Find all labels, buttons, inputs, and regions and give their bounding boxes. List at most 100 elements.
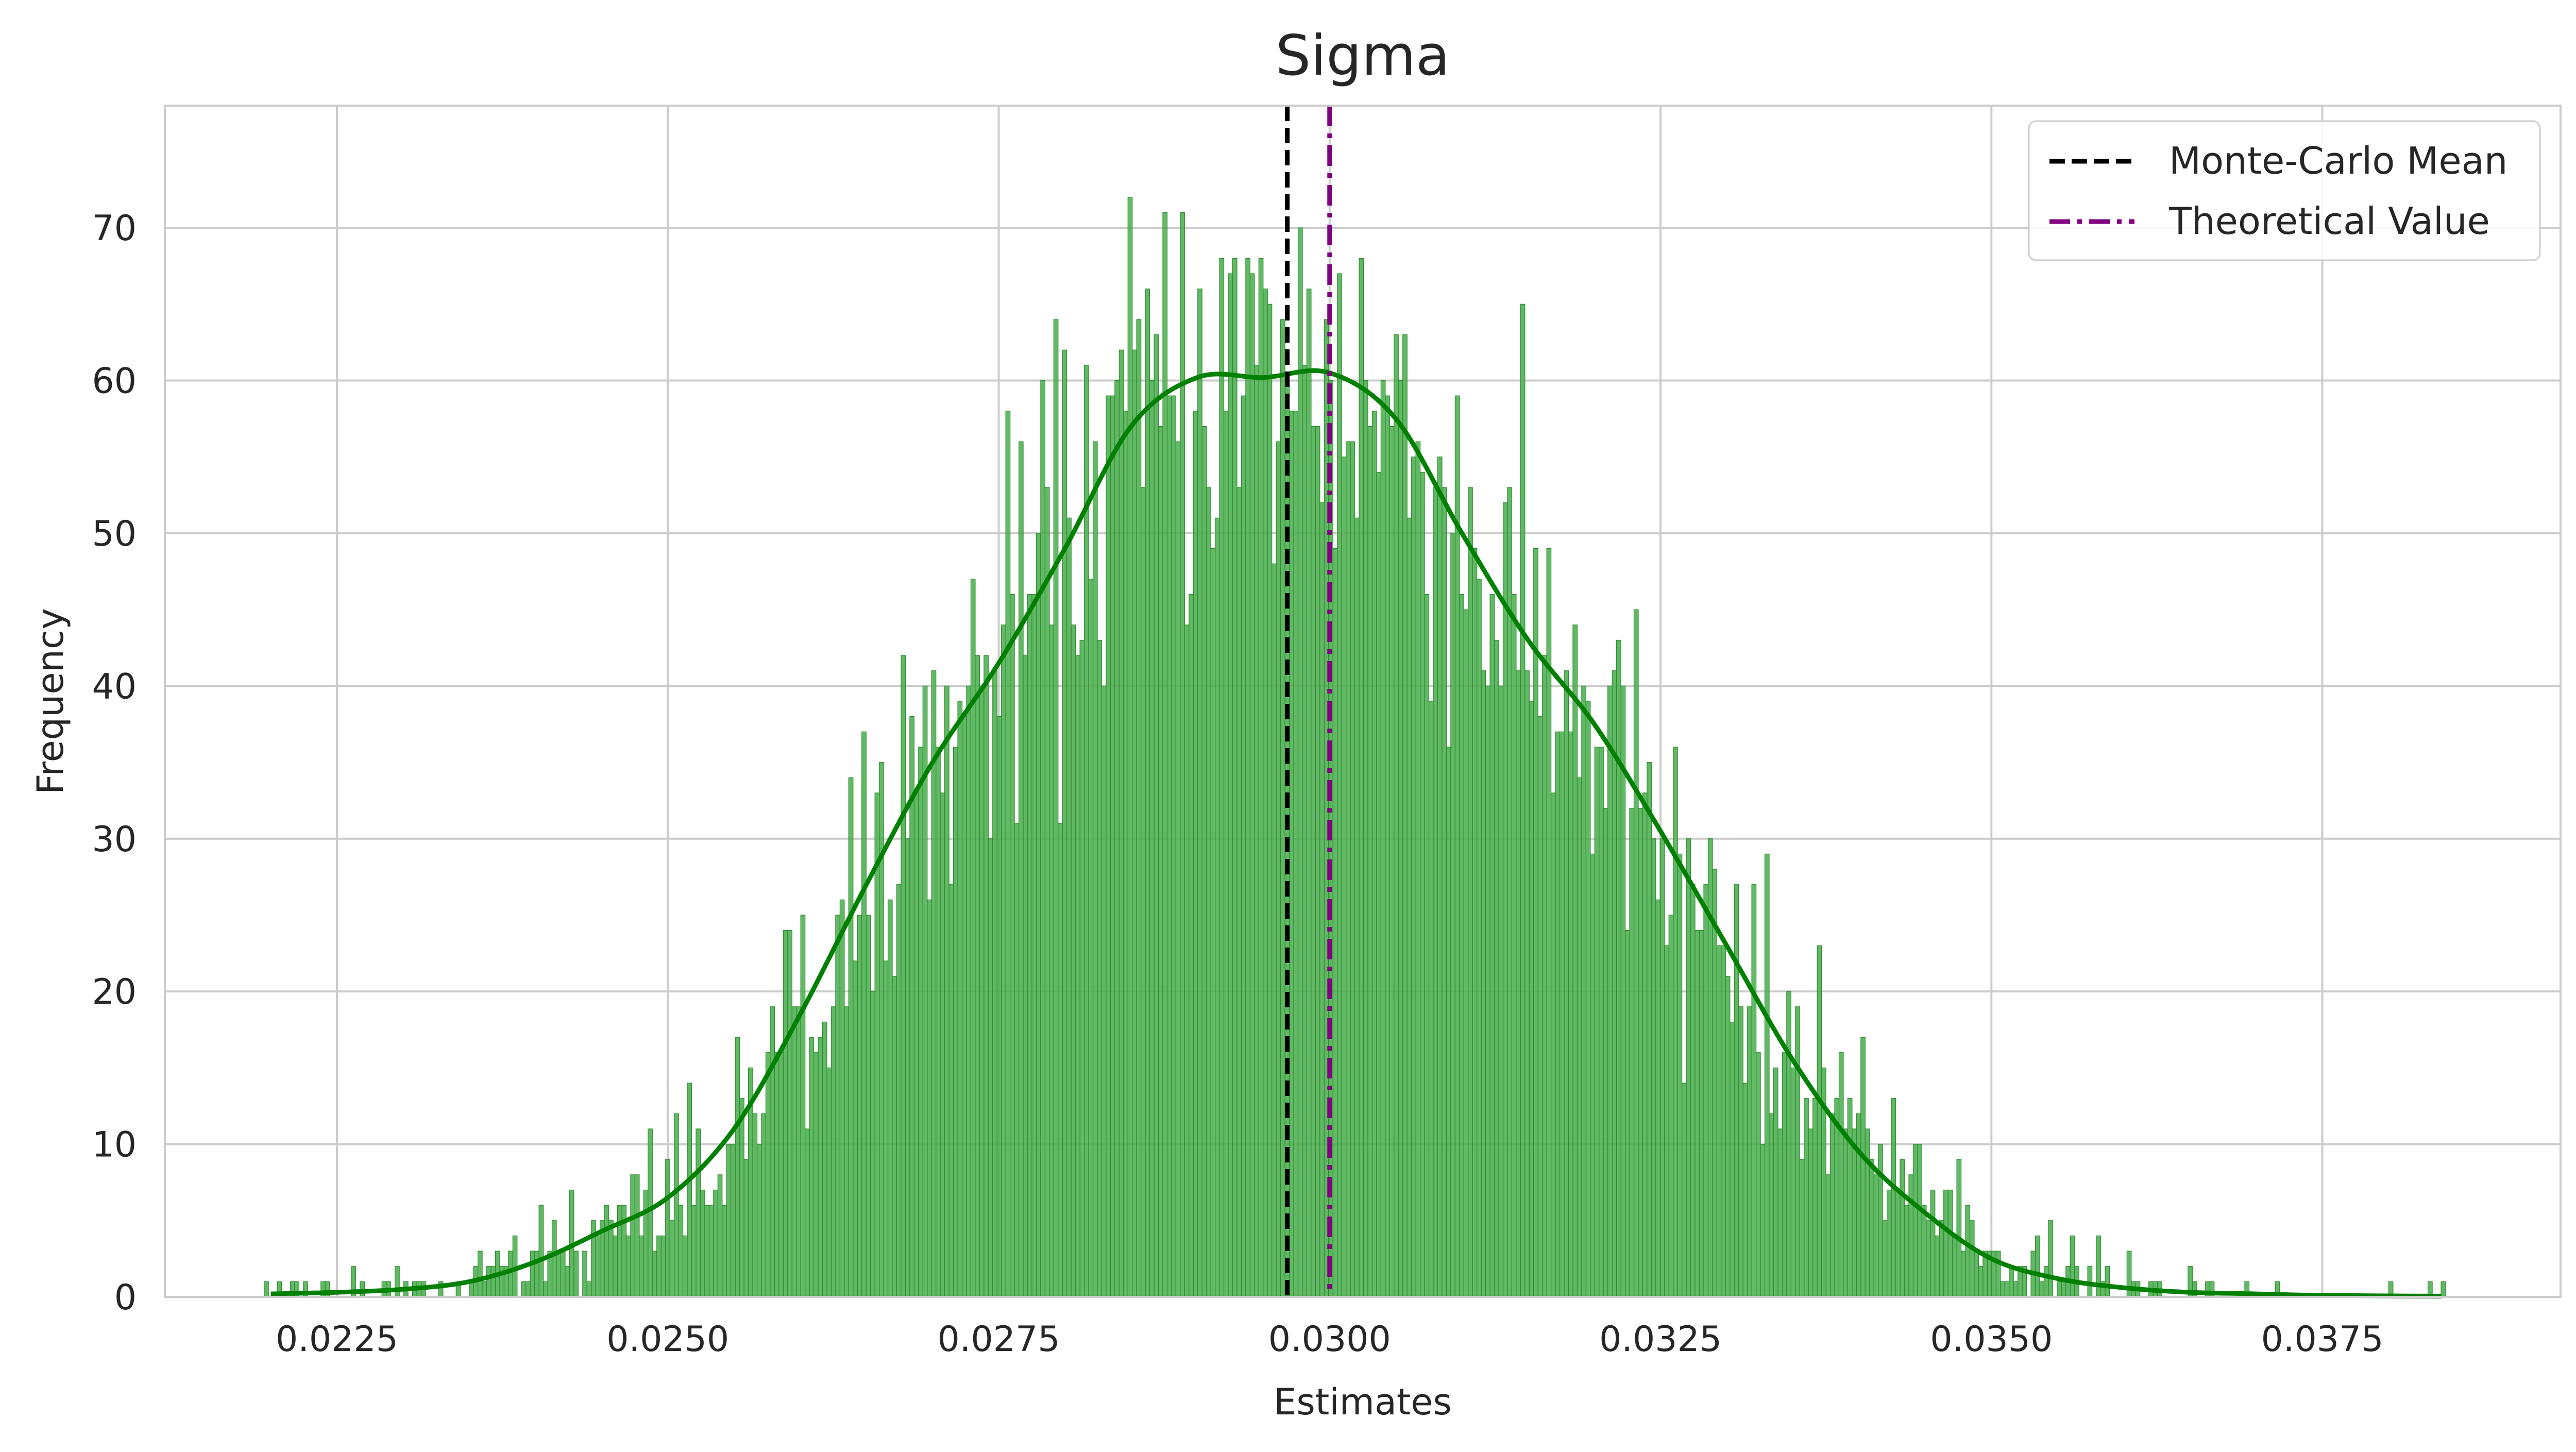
histogram-bar — [508, 1251, 513, 1297]
histogram-bar — [948, 884, 954, 1297]
histogram-bar — [264, 1281, 269, 1297]
histogram-bar — [1197, 289, 1202, 1297]
histogram-bar — [1236, 487, 1242, 1297]
histogram-bar — [551, 1220, 557, 1297]
histogram-bar — [818, 1037, 823, 1297]
histogram-bar — [2057, 1281, 2062, 1297]
histogram-bar — [687, 1083, 692, 1297]
histogram-bar — [538, 1205, 544, 1297]
histogram-bar — [1529, 701, 1534, 1297]
histogram-bar — [1489, 594, 1495, 1297]
histogram-bar — [1023, 655, 1028, 1297]
y-axis-ticks: 0 10 20 30 40 50 60 70 — [92, 208, 137, 1318]
histogram-bar — [839, 899, 845, 1297]
histogram-bar — [726, 1143, 732, 1297]
histogram-bar — [1106, 395, 1111, 1297]
histogram-bar — [1921, 1205, 1927, 1297]
y-tick-label: 10 — [92, 1125, 137, 1166]
histogram-bar — [1367, 426, 1373, 1297]
histogram-bar — [1516, 670, 1521, 1297]
histogram-bar — [1607, 685, 1613, 1297]
histogram-bar — [800, 915, 806, 1297]
histogram-bar — [530, 1251, 535, 1297]
histogram-bar — [1895, 1189, 1901, 1297]
x-tick-label: 0.0225 — [276, 1319, 398, 1360]
histogram-bar — [1865, 1128, 1870, 1297]
histogram-bar — [1952, 1235, 1957, 1297]
histogram-bar — [940, 792, 945, 1297]
histogram-bar — [1869, 1159, 1874, 1297]
y-tick-label: 70 — [92, 208, 137, 249]
histogram-bar — [1463, 609, 1469, 1297]
histogram-bar — [1481, 670, 1486, 1297]
histogram-bar — [1777, 1128, 1783, 1297]
histogram-bar — [1887, 1189, 1892, 1297]
x-tick-label: 0.0325 — [1599, 1319, 1722, 1360]
histogram-bar — [896, 884, 902, 1297]
histogram-bar — [1424, 594, 1430, 1297]
histogram-bar — [1769, 1113, 1774, 1297]
axes-frame — [164, 105, 2562, 1298]
histogram-bar — [1302, 365, 1308, 1297]
histogram-bar — [936, 747, 941, 1297]
x-tick-label: 0.0350 — [1930, 1319, 2053, 1360]
histogram-bar — [1371, 411, 1377, 1297]
histogram-bar — [735, 1037, 740, 1297]
histogram-bar — [613, 1235, 618, 1297]
histogram-bar — [1477, 579, 1482, 1297]
histogram-bar — [1790, 1067, 1796, 1297]
histogram-bar — [617, 1205, 622, 1297]
histogram-bar — [1764, 853, 1770, 1297]
histogram-bar — [1882, 1220, 1888, 1297]
histogram-bar — [887, 899, 893, 1297]
histogram-bar — [634, 1174, 640, 1297]
histogram-bar — [1420, 471, 1425, 1297]
histogram-bar — [1433, 487, 1438, 1297]
histogram-bar — [1677, 853, 1683, 1297]
histogram-bar — [866, 915, 871, 1297]
histogram-bar — [1280, 319, 1285, 1297]
histogram-bar — [1900, 1159, 1905, 1297]
histogram-bar — [1071, 624, 1076, 1297]
histogram-bar — [482, 1281, 487, 1297]
legend-mean-label: Monte-Carlo Mean — [2169, 139, 2507, 182]
x-tick-label: 0.0275 — [938, 1319, 1060, 1360]
histogram-bar — [1276, 441, 1281, 1297]
legend: Monte-Carlo Mean Theoretical Value — [2028, 120, 2541, 261]
histogram-bar — [543, 1281, 548, 1297]
histogram-bar — [2013, 1281, 2019, 1297]
histogram-bar — [1751, 884, 1757, 1297]
histogram-bar — [787, 930, 792, 1297]
histogram-bar — [1551, 792, 1556, 1297]
histogram-bar — [573, 1251, 579, 1297]
histogram-bar — [565, 1266, 570, 1297]
histogram-bar — [1960, 1251, 1966, 1297]
histogram-bar — [526, 1281, 531, 1297]
histogram-bar — [2043, 1266, 2049, 1297]
histogram-bar — [901, 655, 906, 1297]
histogram-bar — [1442, 487, 1447, 1297]
histogram-bar — [1682, 1083, 1687, 1297]
histogram-bar — [1612, 670, 1617, 1297]
histogram-bar — [913, 792, 919, 1297]
histogram-bar — [1742, 1083, 1748, 1297]
histogram-bar — [1939, 1220, 1944, 1297]
histogram-bar — [1428, 701, 1434, 1297]
histogram-bar — [625, 1235, 631, 1297]
histogram-bar — [1577, 777, 1582, 1297]
histogram-bar — [713, 1189, 718, 1297]
histogram-bar — [1219, 258, 1225, 1297]
histogram-bar — [1293, 411, 1299, 1297]
histogram-bar — [1647, 762, 1652, 1297]
histogram-bar — [1189, 594, 1194, 1297]
histogram-bar — [1520, 303, 1526, 1297]
histogram-bar — [1118, 349, 1124, 1297]
histogram-bar — [1633, 609, 1639, 1297]
histogram-bar — [970, 579, 976, 1297]
histogram-bar — [1747, 1006, 1752, 1297]
histogram-bar — [805, 1128, 810, 1297]
histogram-bar — [1258, 258, 1264, 1297]
histogram-bar — [1149, 380, 1155, 1297]
histogram-bar — [1974, 1251, 1979, 1297]
histogram-bar — [1537, 716, 1543, 1297]
